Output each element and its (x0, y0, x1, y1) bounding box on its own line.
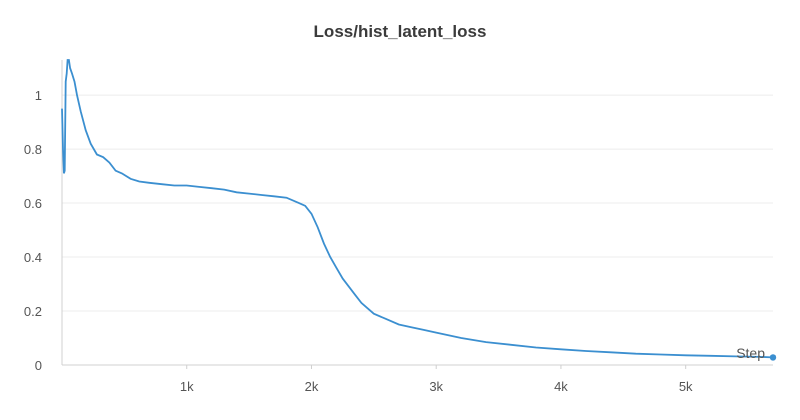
y-tick-label: 1 (35, 88, 42, 103)
y-tick-label: 0.6 (24, 196, 42, 211)
x-tick-label: 3k (429, 379, 443, 394)
x-tick-label: 4k (554, 379, 568, 394)
y-tick-label: 0 (35, 358, 42, 373)
series-end-point (769, 354, 777, 361)
x-tick-label: 5k (679, 379, 693, 394)
x-axis-label: Step (736, 345, 765, 361)
x-tick-label: 1k (180, 379, 194, 394)
series-line (61, 59, 774, 359)
chart-title: Loss/hist_latent_loss (313, 22, 487, 41)
grid-lines (62, 94, 773, 312)
axis-ticks: 0 0.2 0.4 0.6 0.8 1 1k 2k 3k 4k 5k (24, 88, 693, 394)
y-tick-label: 0.2 (24, 304, 42, 319)
y-tick-label: 0.8 (24, 142, 42, 157)
x-tick-label: 2k (305, 379, 319, 394)
y-tick-label: 0.4 (24, 250, 42, 265)
